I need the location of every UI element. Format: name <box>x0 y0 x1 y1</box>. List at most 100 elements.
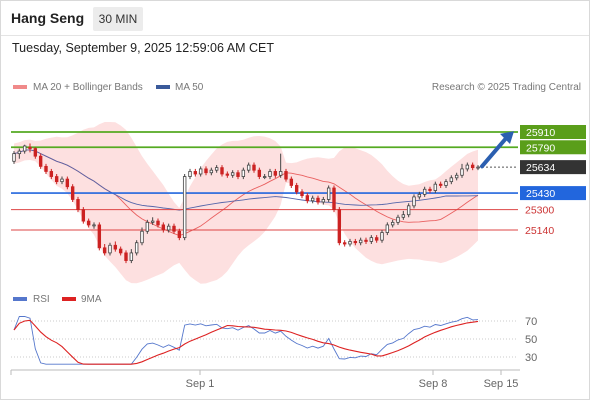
ma50-line <box>13 149 479 211</box>
candle-body <box>140 230 144 244</box>
candle-body <box>374 237 379 241</box>
candle-body <box>465 164 470 170</box>
candle-body <box>294 185 299 193</box>
rsi-tick-label: 50 <box>525 334 537 346</box>
resistance-tag <box>520 140 586 155</box>
candle-body <box>182 176 187 239</box>
bollinger-band-fill <box>14 122 478 284</box>
candle-body <box>193 171 198 175</box>
candle-body <box>134 242 139 254</box>
candle-body <box>273 171 278 176</box>
support-label: 25300 <box>525 205 554 217</box>
candle-body <box>252 164 256 171</box>
candle-body <box>124 252 128 261</box>
candle-body <box>342 242 347 245</box>
candle-body <box>108 244 112 254</box>
candle-body <box>369 237 374 242</box>
candle-body <box>38 155 43 167</box>
credit-label: Research © 2025 Trading Central <box>432 82 581 93</box>
candle-body <box>326 187 331 200</box>
resistance-tag <box>520 125 586 139</box>
candle-body <box>214 167 219 171</box>
candle-body <box>406 205 411 216</box>
candle-body <box>262 176 267 178</box>
candle-body <box>321 199 326 203</box>
candle-body <box>390 221 395 226</box>
candle-body <box>225 173 230 176</box>
candle-body <box>241 169 246 177</box>
rsi-ma-legend-label: 9MA <box>81 294 102 305</box>
forecast-arrow <box>480 131 514 169</box>
last-price-tag <box>520 160 586 175</box>
forecast-arrow-head <box>500 131 514 144</box>
candle-body <box>161 224 166 231</box>
candle-body <box>332 187 336 211</box>
candle-body <box>470 164 475 169</box>
candle-body <box>353 241 358 244</box>
candle-body <box>17 150 22 155</box>
candle-body <box>102 247 107 254</box>
candle-body <box>284 171 288 180</box>
candle-body <box>316 197 320 203</box>
candle-body <box>166 225 171 231</box>
candle-body <box>156 220 160 226</box>
x-axis: Sep 1 Sep 8 Sep 15 <box>10 370 518 390</box>
support-label: 25140 <box>525 225 554 237</box>
candle-body <box>417 193 422 198</box>
candle-body <box>145 221 150 232</box>
rsi-legend-label: RSI <box>33 294 50 305</box>
candle-body <box>422 188 427 195</box>
candlestick-series <box>12 143 480 264</box>
candle-body <box>150 220 155 223</box>
candle-body <box>76 199 80 211</box>
rsi-legend-swatch <box>13 297 27 301</box>
candle-body <box>28 146 32 149</box>
rsi-panel: 70 50 30 <box>11 316 537 365</box>
price-level-labels: 25910 25790 25634 25430 25300 25140 <box>520 125 586 237</box>
rsi-ma-legend-swatch <box>62 297 76 301</box>
ma50-legend-label: MA 50 <box>175 82 204 93</box>
candle-body <box>220 167 224 175</box>
candle-body <box>33 148 38 157</box>
candle-body <box>129 252 134 261</box>
resistance-label: 25790 <box>526 142 555 154</box>
candle-body <box>412 196 416 207</box>
candle-body <box>188 171 192 177</box>
candle-body <box>444 181 448 186</box>
candle-body <box>268 171 272 177</box>
candle-body <box>236 172 240 177</box>
candle-body <box>198 168 203 175</box>
x-tick-label: Sep 8 <box>419 378 448 390</box>
ma50-legend-swatch <box>156 85 170 89</box>
candle-body <box>428 188 432 191</box>
candle-body <box>12 153 16 162</box>
candle-body <box>81 209 86 222</box>
candle-body <box>113 244 118 250</box>
candle-body <box>289 178 294 186</box>
candle-body <box>246 164 251 171</box>
ma20-legend-label: MA 20 + Bollinger Bands <box>33 82 143 93</box>
candle-body <box>97 224 102 249</box>
candle-body <box>380 232 384 241</box>
candle-body <box>65 178 70 188</box>
price-level-lines <box>11 131 518 231</box>
candle-body <box>230 172 235 176</box>
candle-body <box>396 216 400 223</box>
candle-body <box>177 230 182 239</box>
ma20-legend-swatch <box>13 85 27 89</box>
candle-body <box>454 174 459 179</box>
candle-body <box>92 224 96 227</box>
rsi-tick-label: 70 <box>525 316 537 328</box>
header-divider <box>1 35 589 36</box>
rsi-ma-line <box>13 319 479 365</box>
pivot-label: 25430 <box>526 188 555 200</box>
candle-body <box>449 177 454 183</box>
candle-body <box>401 214 406 218</box>
forecast-arrow-shaft <box>480 136 508 169</box>
timeframe-button[interactable]: 30 MIN <box>93 7 143 31</box>
candle-body <box>86 220 91 226</box>
candle-body <box>460 168 464 176</box>
candle-body <box>70 186 75 200</box>
candle-body <box>172 225 176 232</box>
